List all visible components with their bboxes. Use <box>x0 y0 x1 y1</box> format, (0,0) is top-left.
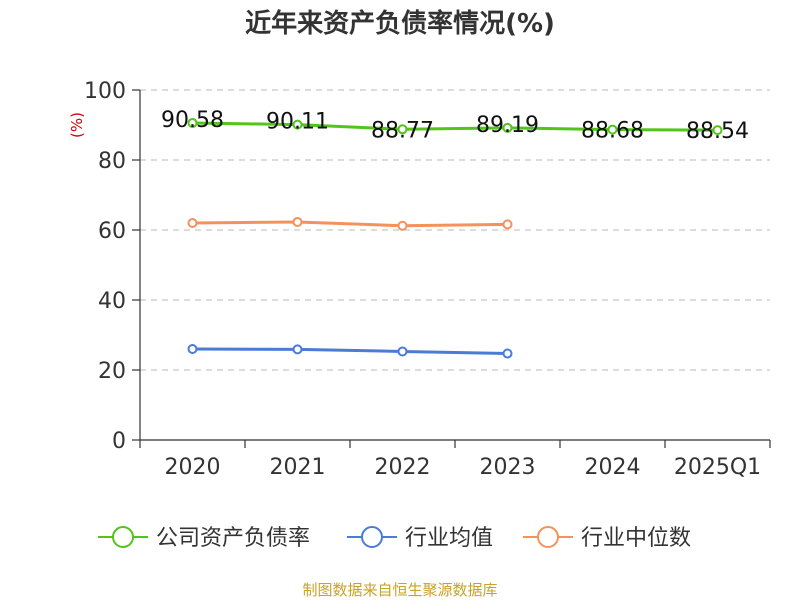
data-point <box>397 124 408 135</box>
data-point <box>502 219 513 230</box>
axes: 0 20 40 60 80 100 2020 2021 2022 2023 2024 2025Q1 <box>84 79 771 480</box>
legend-item-0: 公司资产负债率 <box>98 526 310 551</box>
series-line-0 <box>191 121 719 132</box>
data-point <box>502 122 513 133</box>
data-label: 90.58 <box>161 108 224 133</box>
y-tick-label: 80 <box>98 149 126 174</box>
data-point <box>292 216 303 227</box>
data-point <box>607 124 618 135</box>
legend-swatch-marker <box>537 526 559 548</box>
series-layer <box>187 117 723 359</box>
legend-swatch-marker <box>361 526 383 548</box>
data-point <box>397 346 408 357</box>
legend-swatch-marker <box>112 526 134 548</box>
legend: 公司资产负债率 行业均值 行业中位数 <box>98 526 691 551</box>
source-note: 制图数据来自恒生聚源数据库 <box>302 581 497 599</box>
y-tick-label: 0 <box>112 429 126 454</box>
x-tick-label: 2021 <box>270 455 326 480</box>
y-tick-label: 60 <box>98 219 126 244</box>
data-point <box>187 344 198 354</box>
x-tick-label: 2022 <box>375 455 431 480</box>
x-tick-label: 2023 <box>480 455 536 480</box>
x-tick-label: 2025Q1 <box>674 455 761 480</box>
grid <box>140 89 770 371</box>
chart-title: 近年来资产负债率情况(%) <box>245 8 555 39</box>
x-tick-label: 2020 <box>165 455 221 480</box>
data-label: 89.19 <box>476 113 539 138</box>
data-point <box>502 348 513 359</box>
data-point <box>187 218 198 228</box>
legend-item-2: 行业中位数 <box>523 526 691 551</box>
data-point <box>292 119 303 130</box>
data-labels: 90.58 90.11 88.77 89.19 88.68 88.54 <box>161 108 749 144</box>
data-label: 88.77 <box>371 118 434 143</box>
series-line-2 <box>191 220 509 228</box>
y-tick-label: 100 <box>84 79 126 104</box>
data-label: 88.68 <box>581 119 644 144</box>
y-tick-label: 20 <box>98 359 126 384</box>
x-tick-label: 2024 <box>585 455 641 480</box>
data-label: 90.11 <box>266 110 329 135</box>
data-point <box>397 220 408 231</box>
legend-label: 行业均值 <box>405 526 493 551</box>
data-label: 88.54 <box>686 119 749 144</box>
legend-item-1: 行业均值 <box>347 526 493 551</box>
y-axis-unit: (%) <box>68 112 86 138</box>
legend-label: 行业中位数 <box>581 526 691 551</box>
data-point <box>187 117 198 128</box>
data-point <box>292 344 303 355</box>
legend-label: 公司资产负债率 <box>156 526 310 551</box>
series-line-1 <box>191 347 509 356</box>
y-tick-label: 40 <box>98 289 126 314</box>
data-point <box>712 125 723 136</box>
